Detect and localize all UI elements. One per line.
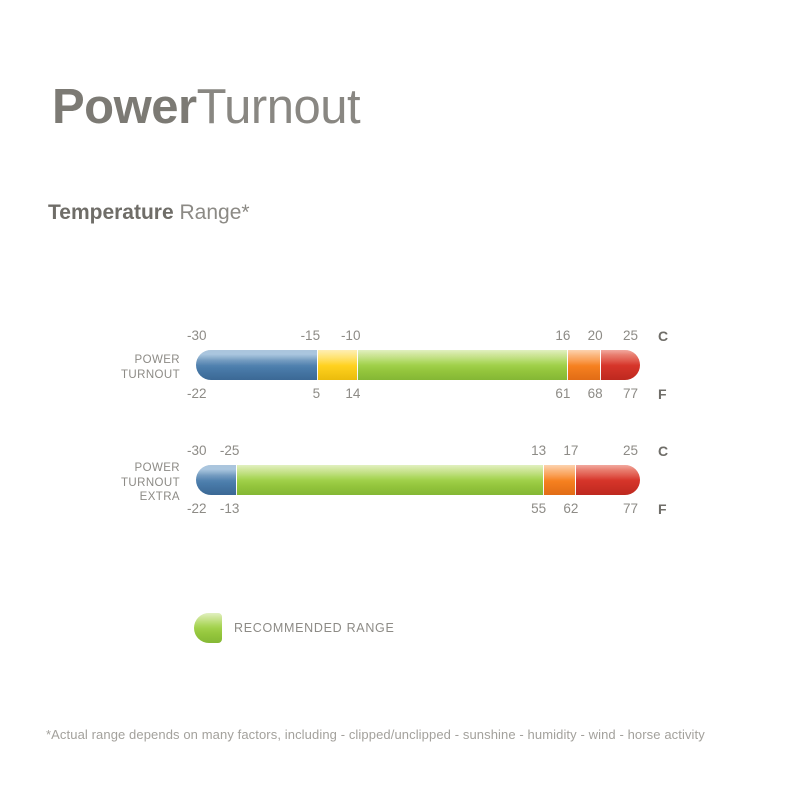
celsius-tick-row: C -30 -15 -10 16 20 25 xyxy=(0,328,800,344)
celsius-tick-label: -25 xyxy=(219,443,240,458)
bar-segment-orange xyxy=(543,465,576,495)
fahrenheit-tick-label: 62 xyxy=(563,501,579,516)
bar-segment-blue xyxy=(196,350,318,380)
green-capsule-swatch-icon xyxy=(194,613,222,643)
page-title-bold: Power xyxy=(52,80,197,134)
page-title: PowerTurnout xyxy=(52,78,361,136)
fahrenheit-tick-label: 55 xyxy=(531,501,547,516)
celsius-tick-label: -10 xyxy=(340,328,361,343)
legend-label: RECOMMENDED RANGE xyxy=(234,621,395,635)
bar-row-label: POWER TURNOUT EXTRA xyxy=(60,461,180,505)
fahrenheit-tick-row: F -22 5 14 61 68 77 xyxy=(0,386,800,402)
celsius-tick-label: -15 xyxy=(300,328,321,343)
temperature-bar-track xyxy=(196,350,640,380)
bar-segment-yellow xyxy=(317,350,358,380)
celsius-tick-label: -30 xyxy=(187,443,207,458)
celsius-unit-label: C xyxy=(658,328,669,344)
fahrenheit-unit-label: F xyxy=(658,386,667,402)
section-title: Temperature Range* xyxy=(48,200,250,226)
footnote: *Actual range depends on many factors, i… xyxy=(46,727,705,742)
section-title-bold: Temperature xyxy=(48,201,174,224)
fahrenheit-tick-label: -22 xyxy=(187,501,207,516)
fahrenheit-tick-row: F -22 -13 55 62 77 xyxy=(0,501,800,517)
temperature-bar-track xyxy=(196,465,640,495)
fahrenheit-tick-label: 77 xyxy=(622,386,638,401)
fahrenheit-tick-label: -22 xyxy=(187,386,207,401)
celsius-tick-label: 20 xyxy=(587,328,603,343)
celsius-tick-label: 13 xyxy=(531,443,547,458)
fahrenheit-tick-label: 68 xyxy=(587,386,603,401)
celsius-tick-label: 16 xyxy=(555,328,571,343)
bar-row-label: POWER TURNOUT xyxy=(60,353,180,382)
fahrenheit-tick-label: 77 xyxy=(622,501,638,516)
celsius-tick-label: 25 xyxy=(622,328,638,343)
page-title-light: Turnout xyxy=(196,80,361,134)
fahrenheit-tick-label: -13 xyxy=(219,501,240,516)
chart-legend: RECOMMENDED RANGE xyxy=(194,613,395,643)
celsius-tick-row: C -30 -25 13 17 25 xyxy=(0,443,800,459)
fahrenheit-tick-label: 61 xyxy=(555,386,571,401)
celsius-tick-label: -30 xyxy=(187,328,207,343)
bar-segment-red xyxy=(575,465,640,495)
bar-row-label-line: EXTRA xyxy=(139,491,180,503)
fahrenheit-tick-label: 14 xyxy=(345,386,361,401)
bar-row-label-line: TURNOUT xyxy=(120,368,180,381)
bar-segment-blue xyxy=(196,465,237,495)
bar-segment-orange xyxy=(567,350,600,380)
bar-segment-red xyxy=(599,350,640,380)
bar-segment-green xyxy=(357,350,568,380)
bar-row-label-line: POWER xyxy=(134,354,180,366)
fahrenheit-tick-label: 5 xyxy=(312,386,321,401)
fahrenheit-unit-label: F xyxy=(658,501,667,517)
celsius-tick-label: 25 xyxy=(622,443,638,458)
bar-row-label-line: POWER xyxy=(134,462,180,474)
celsius-tick-label: 17 xyxy=(563,443,579,458)
section-title-light: Range* xyxy=(179,201,250,224)
bar-row-label-line: TURNOUT xyxy=(120,476,180,489)
celsius-unit-label: C xyxy=(658,443,669,459)
bar-segment-green xyxy=(236,465,544,495)
